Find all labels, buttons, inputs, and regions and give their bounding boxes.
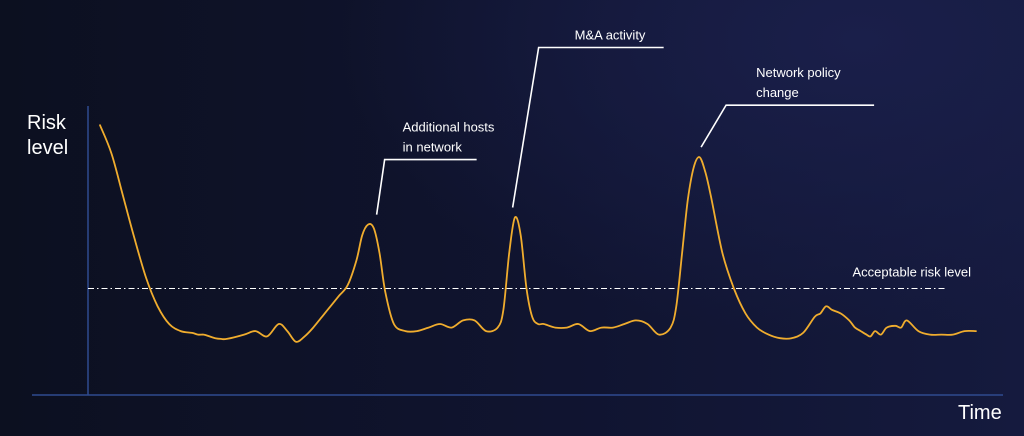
risk-level-series-line (99, 124, 977, 343)
y-axis-label-line-1: Risk (27, 112, 67, 134)
acceptable-risk-threshold-label: Acceptable risk level (853, 265, 972, 280)
annotation-3-line-2: change (756, 85, 799, 100)
annotation-1-line-1: Additional hosts (403, 120, 495, 135)
annotation-leader-1 (375, 158, 477, 215)
annotations: Additional hosts in network M&A activity Ne… (375, 28, 875, 215)
annotation-1-line-2: in network (403, 140, 463, 155)
annotation-3-line-1: Network policy (756, 65, 841, 80)
annotation-leader-2 (511, 46, 664, 208)
x-axis-label: Time (958, 402, 1002, 424)
annotation-leader-3 (700, 104, 875, 148)
annotation-2-line-1: M&A activity (575, 28, 646, 43)
y-axis-label-line-2: level (27, 137, 68, 159)
